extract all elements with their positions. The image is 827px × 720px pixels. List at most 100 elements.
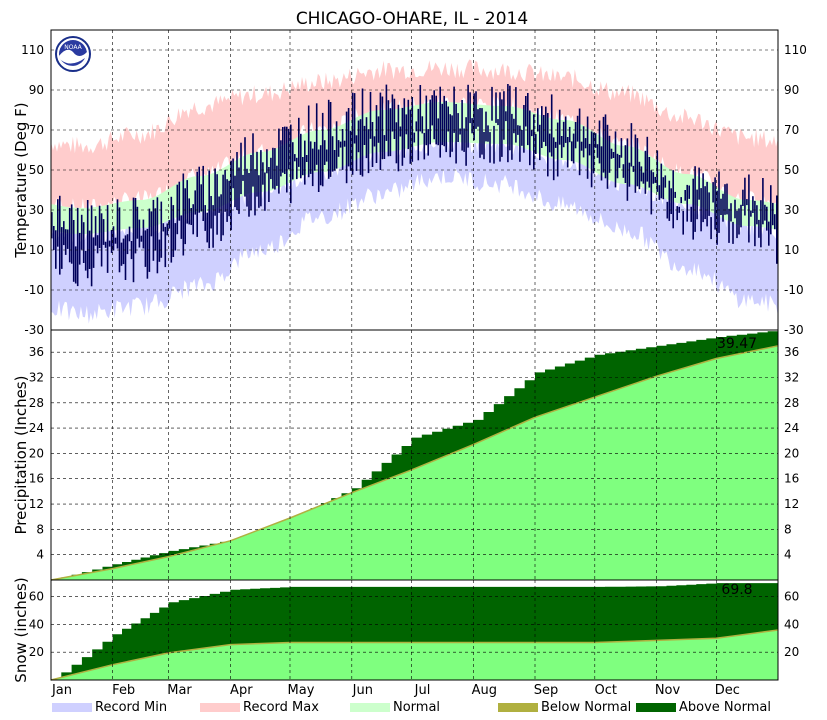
observed-temp-bar — [359, 119, 362, 175]
observed-temp-bar — [638, 161, 641, 190]
snow-panel: 60 60 40 40 20 20 Snow (inches) 69.8 — [12, 577, 799, 682]
observed-temp-bar — [640, 166, 643, 182]
observed-temp-bar — [92, 237, 95, 268]
observed-temp-bar — [537, 108, 539, 132]
observed-temp-bar — [260, 150, 262, 207]
observed-temp-bar — [232, 158, 234, 189]
observed-temp-bar — [676, 206, 678, 221]
observed-temp-bar — [136, 206, 139, 239]
observed-temp-bar — [441, 103, 443, 146]
observed-temp-bar — [254, 169, 256, 216]
y-tick-label-right: 8 — [784, 522, 792, 536]
observed-temp-bar — [156, 197, 159, 274]
observed-temp-bar — [76, 207, 79, 287]
observed-temp-bar — [371, 122, 374, 167]
observed-temp-bar — [682, 211, 684, 235]
observed-temp-bar — [425, 95, 428, 146]
observed-temp-bar — [662, 177, 665, 200]
observed-temp-bar — [535, 134, 537, 154]
observed-temp-bar — [523, 105, 525, 153]
y-tick-label-right: 90 — [784, 83, 799, 97]
observed-temp-bar — [222, 174, 224, 236]
y-tick-label-left: -30 — [24, 323, 44, 337]
observed-temp-bar — [602, 116, 605, 173]
observed-temp-bar — [365, 117, 368, 159]
observed-temp-bar — [570, 141, 573, 162]
observed-temp-bar — [399, 126, 402, 137]
observed-temp-bar — [405, 114, 408, 135]
observed-temp-bar — [166, 223, 169, 236]
observed-temp-bar — [552, 137, 555, 181]
observed-temp-bar — [202, 165, 204, 221]
observed-temp-bar — [493, 125, 495, 164]
observed-temp-bar — [648, 157, 651, 188]
observed-temp-bar — [184, 188, 186, 245]
observed-temp-bar — [377, 116, 380, 143]
observed-temp-bar — [533, 114, 535, 170]
observed-temp-bar — [331, 136, 334, 172]
observed-temp-bar — [507, 84, 509, 163]
observed-temp-bar — [548, 133, 551, 153]
observed-temp-bar — [724, 184, 726, 215]
observed-temp-bar — [734, 199, 736, 219]
observed-temp-bar — [280, 140, 282, 177]
observed-temp-bar — [572, 133, 575, 164]
observed-temp-bar — [154, 208, 157, 251]
y-tick-label-right: 10 — [784, 243, 799, 257]
observed-temp-bar — [750, 210, 752, 217]
observed-temp-bar — [754, 200, 756, 247]
observed-temp-bar — [742, 189, 744, 206]
y-tick-label-left: 70 — [29, 123, 44, 137]
observed-temp-bar — [626, 138, 629, 201]
observed-temp-bar — [345, 111, 348, 184]
y-tick-label-right: 40 — [784, 617, 799, 631]
legend-swatch — [52, 703, 92, 712]
observed-temp-bar — [485, 111, 487, 142]
observed-temp-bar — [435, 95, 437, 145]
observed-temp-bar — [672, 170, 674, 229]
observed-temp-bar — [461, 100, 463, 151]
observed-temp-bar — [140, 235, 143, 242]
observed-temp-bar — [728, 208, 730, 243]
observed-temp-bar — [373, 136, 376, 147]
observed-temp-bar — [302, 157, 304, 176]
observed-temp-bar — [389, 108, 392, 157]
observed-temp-bar — [276, 165, 278, 186]
observed-temp-bar — [459, 128, 461, 135]
observed-temp-bar — [612, 152, 615, 158]
observed-temp-bar — [501, 99, 503, 157]
observed-temp-bar — [554, 141, 557, 148]
observed-temp-bar — [568, 126, 571, 143]
observed-temp-bar — [558, 109, 561, 145]
y-tick-label-right: 28 — [784, 396, 799, 410]
y-tick-label-right: 30 — [784, 203, 799, 217]
observed-temp-bar — [517, 125, 519, 135]
y-tick-label-left: 12 — [29, 497, 44, 511]
observed-temp-bar — [351, 92, 354, 175]
observed-temp-bar — [449, 114, 451, 158]
observed-temp-bar — [632, 165, 635, 172]
observed-temp-bar — [547, 113, 549, 177]
observed-temp-bar — [562, 121, 565, 148]
observed-temp-bar — [606, 124, 609, 189]
legend-label: Below Normal — [541, 700, 631, 715]
observed-temp-bar — [666, 201, 669, 219]
observed-temp-bar — [64, 229, 67, 255]
observed-temp-bar — [132, 197, 135, 283]
observed-temp-bar — [624, 145, 627, 183]
observed-temp-bar — [309, 141, 312, 174]
observed-temp-bar — [393, 98, 396, 139]
observed-temp-bar — [505, 111, 507, 122]
observed-temp-bar — [236, 152, 238, 210]
observed-temp-bar — [527, 93, 529, 146]
month-label: Jul — [414, 683, 431, 698]
observed-temp-bar — [604, 114, 607, 179]
observed-temp-bar — [413, 132, 416, 143]
observed-temp-bar — [447, 106, 449, 132]
observed-temp-bar — [188, 198, 190, 225]
observed-temp-bar — [357, 120, 360, 153]
observed-temp-bar — [186, 180, 188, 224]
legend: Record Min Record Max Normal Below Normal Ab… — [52, 700, 771, 715]
observed-temp-bar — [600, 146, 603, 181]
observed-temp-bar — [240, 142, 242, 195]
